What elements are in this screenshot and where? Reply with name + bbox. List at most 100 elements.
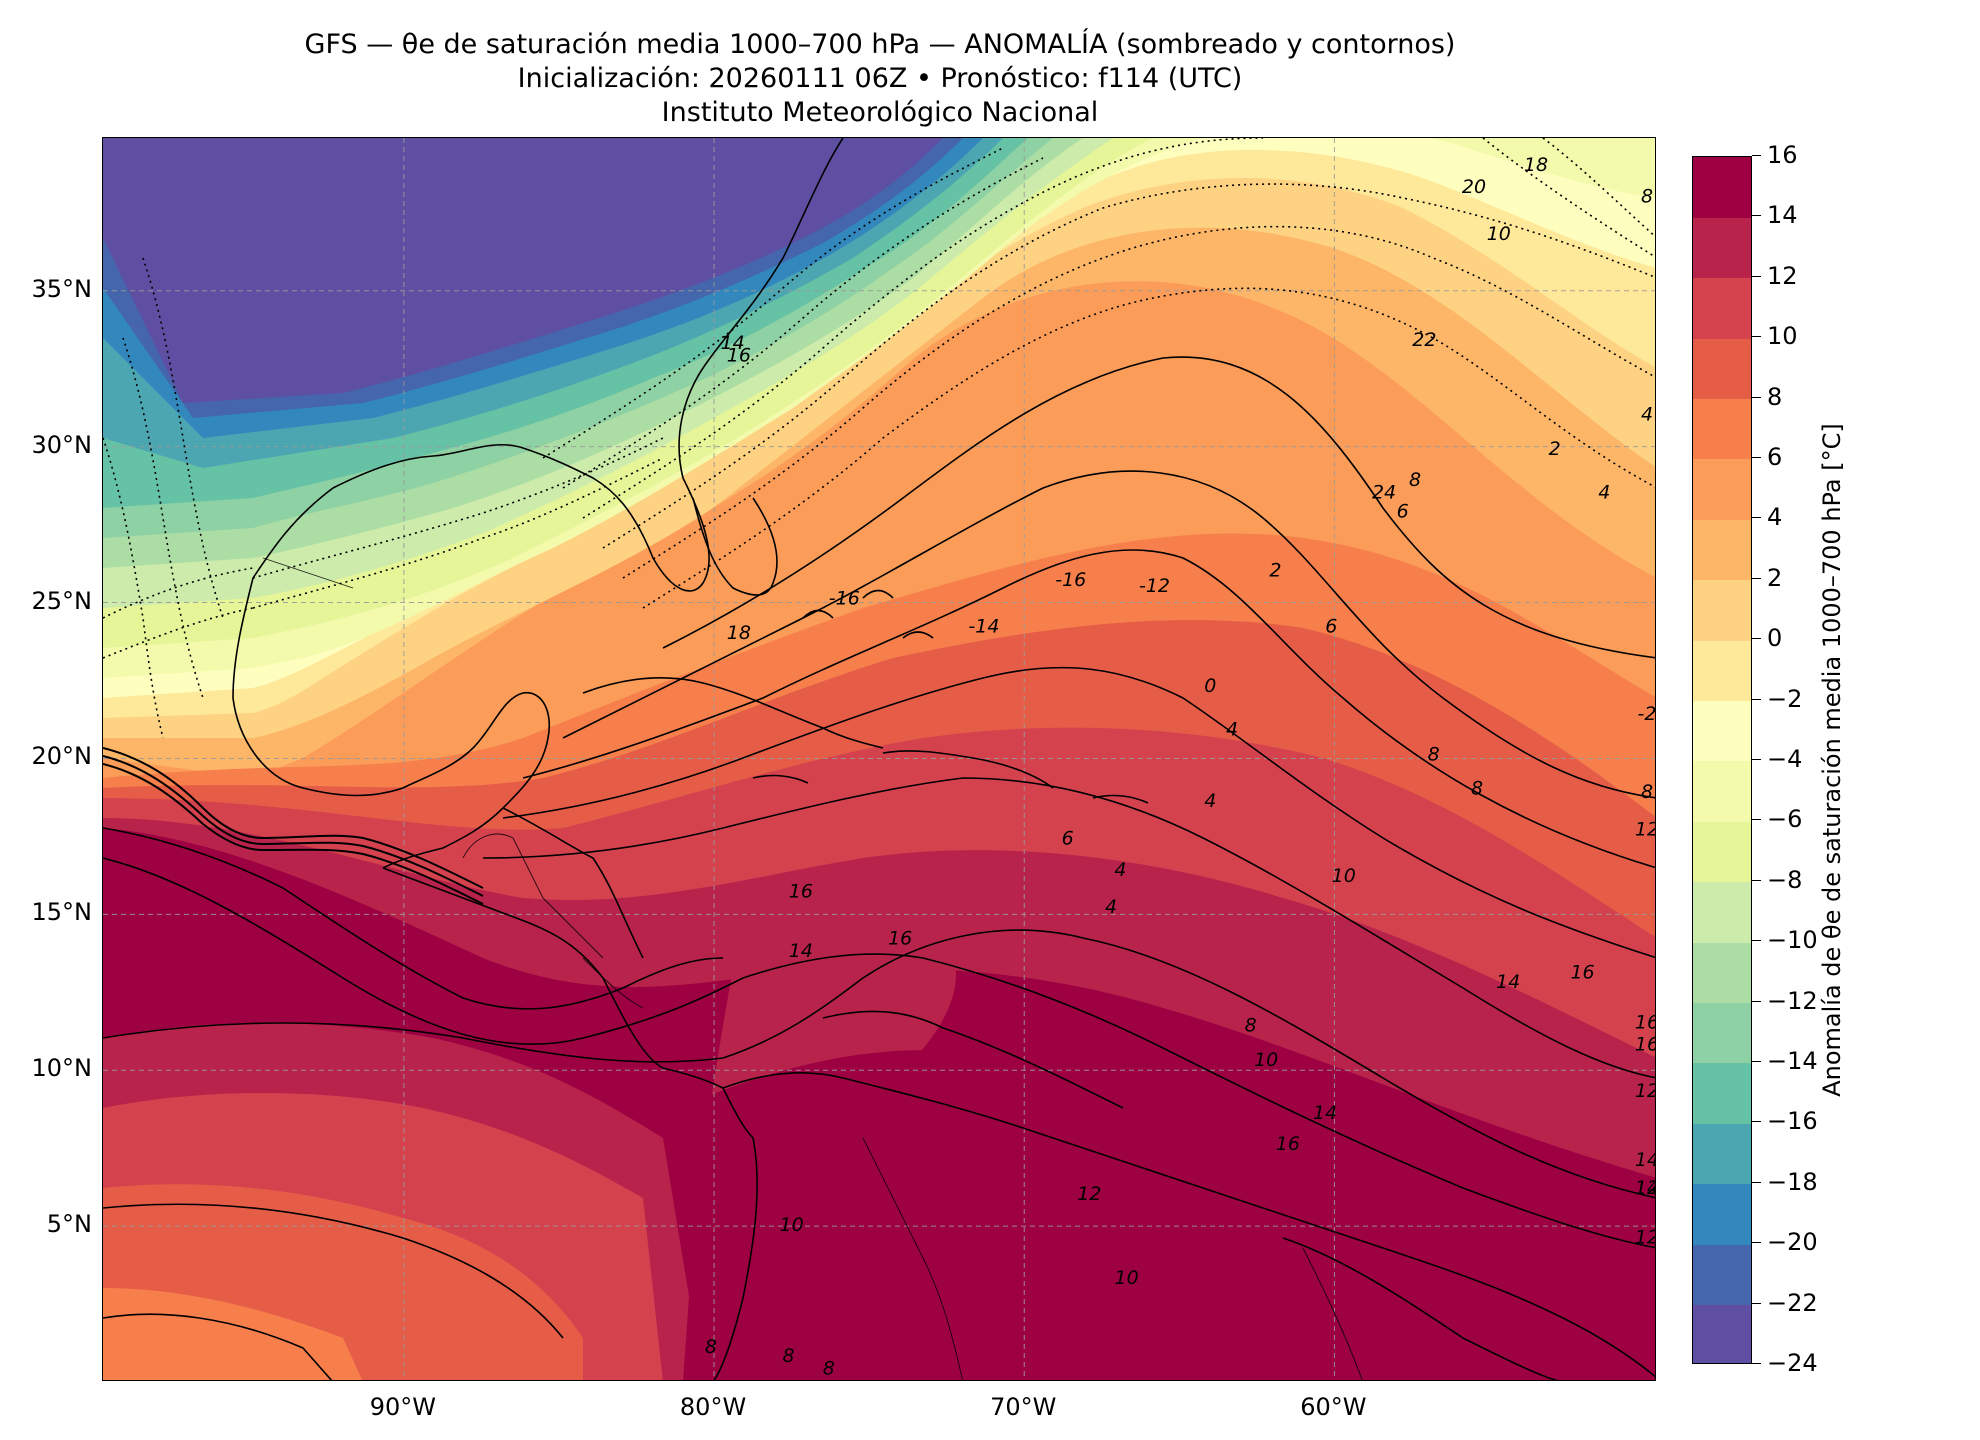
colorbar-segment — [1693, 640, 1751, 702]
contour-label: 22 — [1412, 329, 1436, 351]
colorbar-segment — [1693, 398, 1751, 460]
colorbar-segment — [1693, 1183, 1751, 1245]
coastline-florida — [692, 497, 778, 596]
contour-label: 10 — [780, 1214, 804, 1236]
front-1 — [103, 747, 484, 889]
contour-label: 8 — [1641, 185, 1653, 207]
title-line-3: Instituto Meteorológico Nacional — [661, 97, 1099, 128]
colorbar-label: Anomalía de θe de saturación media 1000–… — [1818, 423, 1846, 1097]
contour-n2 — [642, 287, 1655, 609]
colorbar-tick-label: −4 — [1751, 745, 1802, 773]
pacific-6 — [103, 1288, 363, 1380]
colorbar-tick-label: −12 — [1752, 987, 1818, 1015]
contour-label: 6 — [1325, 616, 1337, 638]
contour-label: 14 — [1635, 1177, 1656, 1199]
contour-8-pacific — [103, 1313, 333, 1380]
contour-14 — [103, 857, 1655, 1249]
contour-label: 8 — [823, 1358, 835, 1380]
colorbar-segment — [1693, 821, 1751, 883]
contour-label: 12 — [1077, 1183, 1101, 1205]
southam-14 — [683, 1050, 1655, 1380]
contour-label: 20 — [1462, 176, 1486, 198]
contour-label: -16 — [829, 588, 860, 610]
contour-4 — [562, 470, 1655, 799]
colorbar-segment — [1693, 217, 1751, 279]
colorbar-segment — [1693, 1304, 1751, 1363]
contour-8 — [502, 666, 1655, 959]
colorbar-tick-label: −18 — [1752, 1168, 1818, 1196]
longitude-tick-label: 60°W — [1300, 1393, 1367, 1421]
caribbean-12 — [683, 904, 956, 1380]
contour-label: 14 — [789, 940, 813, 962]
coastline-hispaniola — [882, 750, 1054, 789]
contour-label: -12 — [1139, 575, 1170, 597]
colorbar-tick-label: −2 — [1751, 685, 1802, 713]
colorbar-tick-label: 6 — [1751, 443, 1782, 471]
contour-label: 8 — [1641, 781, 1653, 803]
coastline-jamaica — [752, 774, 809, 784]
contour-6 — [522, 549, 1655, 869]
colorbar-tick-label: −8 — [1751, 866, 1802, 894]
contour-label: 4 — [1204, 790, 1216, 812]
title-line-2: Inicialización: 20260111 06Z • Pronóstic… — [517, 63, 1243, 94]
border-centralam — [542, 897, 644, 1009]
contour-label: 8 — [1428, 743, 1440, 765]
contour-label: 16 — [1635, 1033, 1656, 1055]
contour-label: 10 — [1487, 223, 1511, 245]
contour-n10 — [562, 157, 1044, 489]
contour-label: -2 — [1638, 703, 1656, 725]
colorbar-segment — [1693, 277, 1751, 339]
contour-10-pacific — [103, 1203, 564, 1339]
colorbar-segment — [1693, 338, 1751, 400]
contour-label: 12 — [1635, 1227, 1656, 1249]
coastline-centralam — [382, 867, 758, 1380]
colorbar-tick-label: −14 — [1752, 1047, 1818, 1075]
band-n-24 — [103, 138, 943, 403]
front-contours — [103, 747, 484, 905]
contour-label: 2 — [1549, 438, 1561, 460]
contour-16 — [103, 827, 724, 1010]
contour-label: 16 — [888, 927, 912, 949]
coastline-mexico — [232, 577, 550, 869]
latitude-tick-label: 20°N — [31, 742, 93, 771]
contour-label: 4 — [1105, 896, 1117, 918]
contour-n16 — [252, 437, 664, 579]
border-mex-gt — [462, 833, 544, 899]
contour-label: 14 — [721, 332, 745, 354]
contour-label: 10 — [1332, 865, 1356, 887]
contour-n4 — [622, 225, 1655, 579]
colorbar-tick-label: 2 — [1751, 564, 1782, 592]
longitude-tick-label: 90°W — [369, 1393, 436, 1421]
contour-label: 4 — [1641, 404, 1653, 426]
contour-label: 8 — [1245, 1015, 1257, 1037]
colorbar-tick-label: −20 — [1752, 1228, 1818, 1256]
colorbar-segment — [1693, 700, 1751, 762]
border-us-mexico — [262, 557, 354, 589]
latitude-tick-label: 30°N — [31, 430, 93, 459]
front-3 — [103, 763, 484, 905]
colorbar-tick-label: −16 — [1752, 1107, 1818, 1135]
latitude-tick-label: 5°N — [46, 1210, 92, 1239]
coastlines — [232, 138, 1655, 1380]
contour-label: 4 — [1598, 482, 1610, 504]
country-borders — [262, 557, 1363, 1380]
contour-12 — [103, 929, 1655, 1199]
solid-contours — [103, 356, 1655, 1380]
contour-label: 14 — [1635, 1149, 1656, 1171]
colorbar-segment — [1693, 459, 1751, 520]
contour-label: 8 — [782, 1345, 794, 1367]
colorbar-tick-label: −6 — [1751, 805, 1802, 833]
contour-label: 16 — [1276, 1133, 1300, 1155]
contour-label: 16 — [727, 344, 751, 366]
colorbar-segment — [1693, 157, 1751, 218]
contour-label: 24 — [1372, 482, 1396, 504]
colorbar-tick-label: 10 — [1752, 322, 1798, 350]
colorbar-tick-label: −10 — [1752, 926, 1818, 954]
colorbar-segment — [1693, 519, 1751, 581]
contour-label: 10 — [1114, 1267, 1138, 1289]
contour-label: 16 — [1570, 962, 1594, 984]
longitude-tick-label: 70°W — [990, 1393, 1057, 1421]
contour-label: 4 — [1114, 859, 1126, 881]
contour-label: -16 — [1055, 569, 1086, 591]
